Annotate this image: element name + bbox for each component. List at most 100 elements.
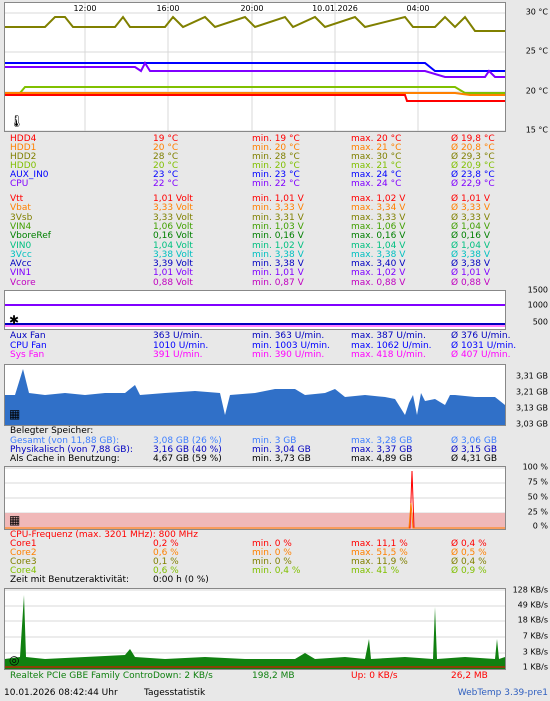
voltage-min: min. 1,01 V bbox=[252, 194, 304, 204]
temperature-cur: 28 °C bbox=[153, 152, 179, 162]
core-cur: 0,2 % bbox=[153, 539, 179, 549]
voltage-cur: 0,88 Volt bbox=[153, 277, 193, 288]
core-min: min. 0 % bbox=[252, 539, 292, 549]
y-tick: 75 % bbox=[527, 477, 548, 487]
voltage-cur: 0,16 Volt bbox=[153, 231, 193, 242]
temperature-max: max. 21 °C bbox=[351, 143, 402, 153]
core-max: max. 51,5 % bbox=[351, 548, 408, 558]
temperature-min: min. 22 °C bbox=[252, 179, 300, 189]
y-tick: 50 % bbox=[527, 492, 548, 502]
voltage-min: min. 0,87 V bbox=[252, 277, 304, 288]
fan-min: min. 363 U/min. bbox=[252, 331, 325, 341]
memory-name: Physikalisch (von 7,88 GB): bbox=[10, 445, 133, 455]
fan-max: max. 1062 U/min. bbox=[351, 340, 432, 351]
voltage-name: Vcore bbox=[10, 277, 36, 288]
network-icon: ◎ bbox=[9, 653, 20, 667]
voltage-min: min. 1,01 V bbox=[252, 268, 304, 279]
temperature-avg: Ø 20,9 °C bbox=[451, 161, 495, 171]
voltage-min: min. 1,03 V bbox=[252, 221, 304, 232]
y-tick: 1500 bbox=[527, 285, 548, 295]
voltage-min: min. 3,31 V bbox=[252, 212, 304, 223]
voltage-max: max. 3,38 V bbox=[351, 249, 406, 260]
y-tick: 20 °C bbox=[525, 86, 548, 96]
y-tick: 3,13 GB bbox=[515, 403, 548, 413]
voltage-cur: 1,01 Volt bbox=[153, 194, 193, 204]
user-activity-label: Zeit mit Benutzeraktivität: bbox=[10, 575, 130, 585]
y-tick: 3,21 GB bbox=[515, 387, 548, 397]
fan-y-axis: 1500 1000 500 bbox=[506, 286, 550, 330]
voltage-avg: Ø 1,04 V bbox=[451, 240, 491, 251]
temperature-cur: 19 °C bbox=[153, 134, 179, 144]
fan-min: min. 1003 U/min. bbox=[252, 340, 330, 351]
voltage-cur: 3,38 Volt bbox=[153, 249, 193, 260]
voltage-cur: 1,06 Volt bbox=[153, 221, 193, 232]
aux-in0-temp-line bbox=[5, 62, 505, 72]
temperature-chart-plot bbox=[5, 3, 505, 131]
core-avg: Ø 0,5 % bbox=[451, 548, 487, 558]
thermometer-icon: 🌡 bbox=[9, 114, 25, 128]
download-rate: Down: 2 KB/s bbox=[153, 671, 213, 681]
memory-avg: Ø 3,15 GB bbox=[451, 445, 497, 455]
y-tick: 49 KB/s bbox=[517, 600, 548, 610]
network-adapter-name: Realtek PCIe GBE Family Contro bbox=[10, 671, 153, 681]
core-cur: 0,6 % bbox=[153, 566, 179, 576]
voltage-name: 3Vsb bbox=[10, 212, 33, 223]
temperature-avg: Ø 20,8 °C bbox=[451, 143, 495, 153]
memory-min: min. 3 GB bbox=[252, 436, 297, 446]
core-min: min. 0,4 % bbox=[252, 566, 301, 576]
temperature-avg: Ø 22,9 °C bbox=[451, 179, 495, 189]
network-chart: ◎ bbox=[4, 588, 506, 670]
y-tick: 15 °C bbox=[525, 125, 548, 135]
daily-stats-link[interactable]: Tagesstatistik bbox=[144, 688, 206, 698]
core-avg: Ø 0,9 % bbox=[451, 566, 487, 576]
memory-title: Belegter Speicher: bbox=[10, 426, 94, 436]
cpu-frequency-band bbox=[5, 513, 505, 529]
temperature-name: HDD2 bbox=[10, 152, 37, 162]
y-tick: 25 % bbox=[527, 507, 548, 517]
voltage-cur: 3,33 Volt bbox=[153, 212, 193, 223]
voltage-max: max. 1,02 V bbox=[351, 194, 406, 204]
fan-max: max. 387 U/min. bbox=[351, 331, 426, 341]
voltage-max: max. 3,34 V bbox=[351, 203, 406, 214]
temperature-chart: 12:00 16:00 20:00 10.01.2026 04:00 🌡 bbox=[4, 2, 506, 132]
voltage-avg: Ø 1,04 V bbox=[451, 221, 491, 232]
temperature-name: HDD1 bbox=[10, 143, 37, 153]
memory-area bbox=[5, 369, 505, 425]
memory-max: max. 3,28 GB bbox=[351, 436, 413, 446]
voltage-min: min. 3,38 V bbox=[252, 249, 304, 260]
temperature-max: max. 24 °C bbox=[351, 179, 402, 189]
network-table: Realtek PCIe GBE Family Contro Down: 2 K… bbox=[10, 671, 510, 683]
core-avg: Ø 0,4 % bbox=[451, 539, 487, 549]
temperature-name: AUX_IN0 bbox=[10, 170, 49, 180]
hdd1-temp-line bbox=[5, 92, 505, 96]
temperature-name: HDD0 bbox=[10, 161, 37, 171]
footer-datetime: 10.01.2026 08:42:44 Uhr bbox=[4, 688, 118, 698]
core-max: max. 11,1 % bbox=[351, 539, 408, 549]
voltage-cur: 3,33 Volt bbox=[153, 203, 193, 214]
y-tick: 3,03 GB bbox=[515, 419, 548, 429]
y-tick: 18 KB/s bbox=[517, 615, 548, 625]
y-tick: 100 % bbox=[522, 462, 548, 472]
voltage-max: max. 0,16 V bbox=[351, 231, 406, 242]
download-area bbox=[5, 595, 505, 669]
cpu-table: CPU-Frequenz (max. 3201 MHz): 800 MHz Co… bbox=[10, 530, 510, 586]
y-tick: 0 % bbox=[532, 521, 548, 531]
voltage-name: VIN4 bbox=[10, 221, 32, 232]
upload-rate: Up: 0 KB/s bbox=[351, 671, 398, 681]
voltage-avg: Ø 3,33 V bbox=[451, 203, 491, 214]
voltage-min: min. 3,38 V bbox=[252, 259, 304, 270]
temperature-min: min. 19 °C bbox=[252, 134, 300, 144]
memory-max: max. 4,89 GB bbox=[351, 454, 413, 464]
time-tick: 10.01.2026 bbox=[312, 4, 358, 13]
memory-avg: Ø 4,31 GB bbox=[451, 454, 497, 464]
temperature-min: min. 28 °C bbox=[252, 152, 300, 162]
voltage-avg: Ø 3,38 V bbox=[451, 249, 491, 260]
voltage-name: VIN1 bbox=[10, 268, 32, 279]
voltage-avg: Ø 3,33 V bbox=[451, 212, 491, 223]
memory-cur: 3,08 GB (26 %) bbox=[153, 436, 222, 446]
cpu-chart-plot bbox=[5, 467, 505, 529]
voltage-cur: 3,39 Volt bbox=[153, 259, 193, 270]
fan-cur: 1010 U/min. bbox=[153, 340, 209, 351]
core-min: min. 0 % bbox=[252, 557, 292, 567]
fan-chart: ✱ bbox=[4, 290, 506, 330]
